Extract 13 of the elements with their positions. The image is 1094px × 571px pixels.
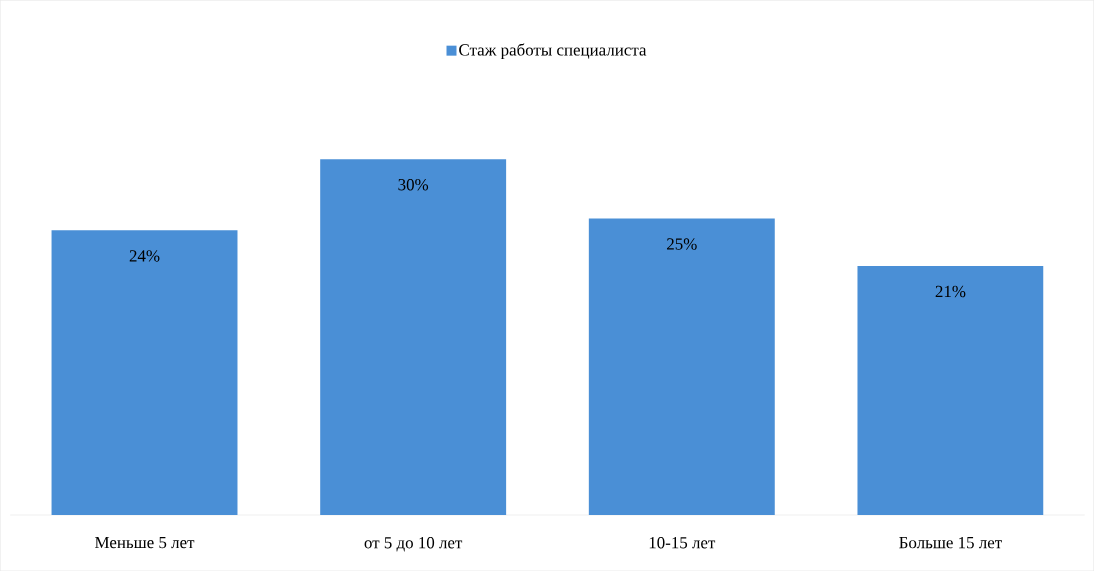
x-tick-label: Больше 15 лет — [899, 536, 1002, 549]
x-tick-label: Меньше 5 лет — [95, 536, 195, 549]
bar — [51, 230, 238, 515]
x-tick-label: 10-15 лет — [649, 536, 716, 549]
bar — [588, 218, 775, 515]
bar — [857, 265, 1044, 515]
data-label: 21% — [935, 285, 966, 298]
legend-label: Стаж работы специалиста — [459, 43, 647, 59]
bar — [320, 159, 507, 515]
data-label: 25% — [667, 238, 697, 250]
data-label: 30% — [398, 178, 429, 191]
data-label: 24% — [129, 250, 160, 262]
x-tick-label: от 5 до 10 лет — [364, 536, 463, 552]
